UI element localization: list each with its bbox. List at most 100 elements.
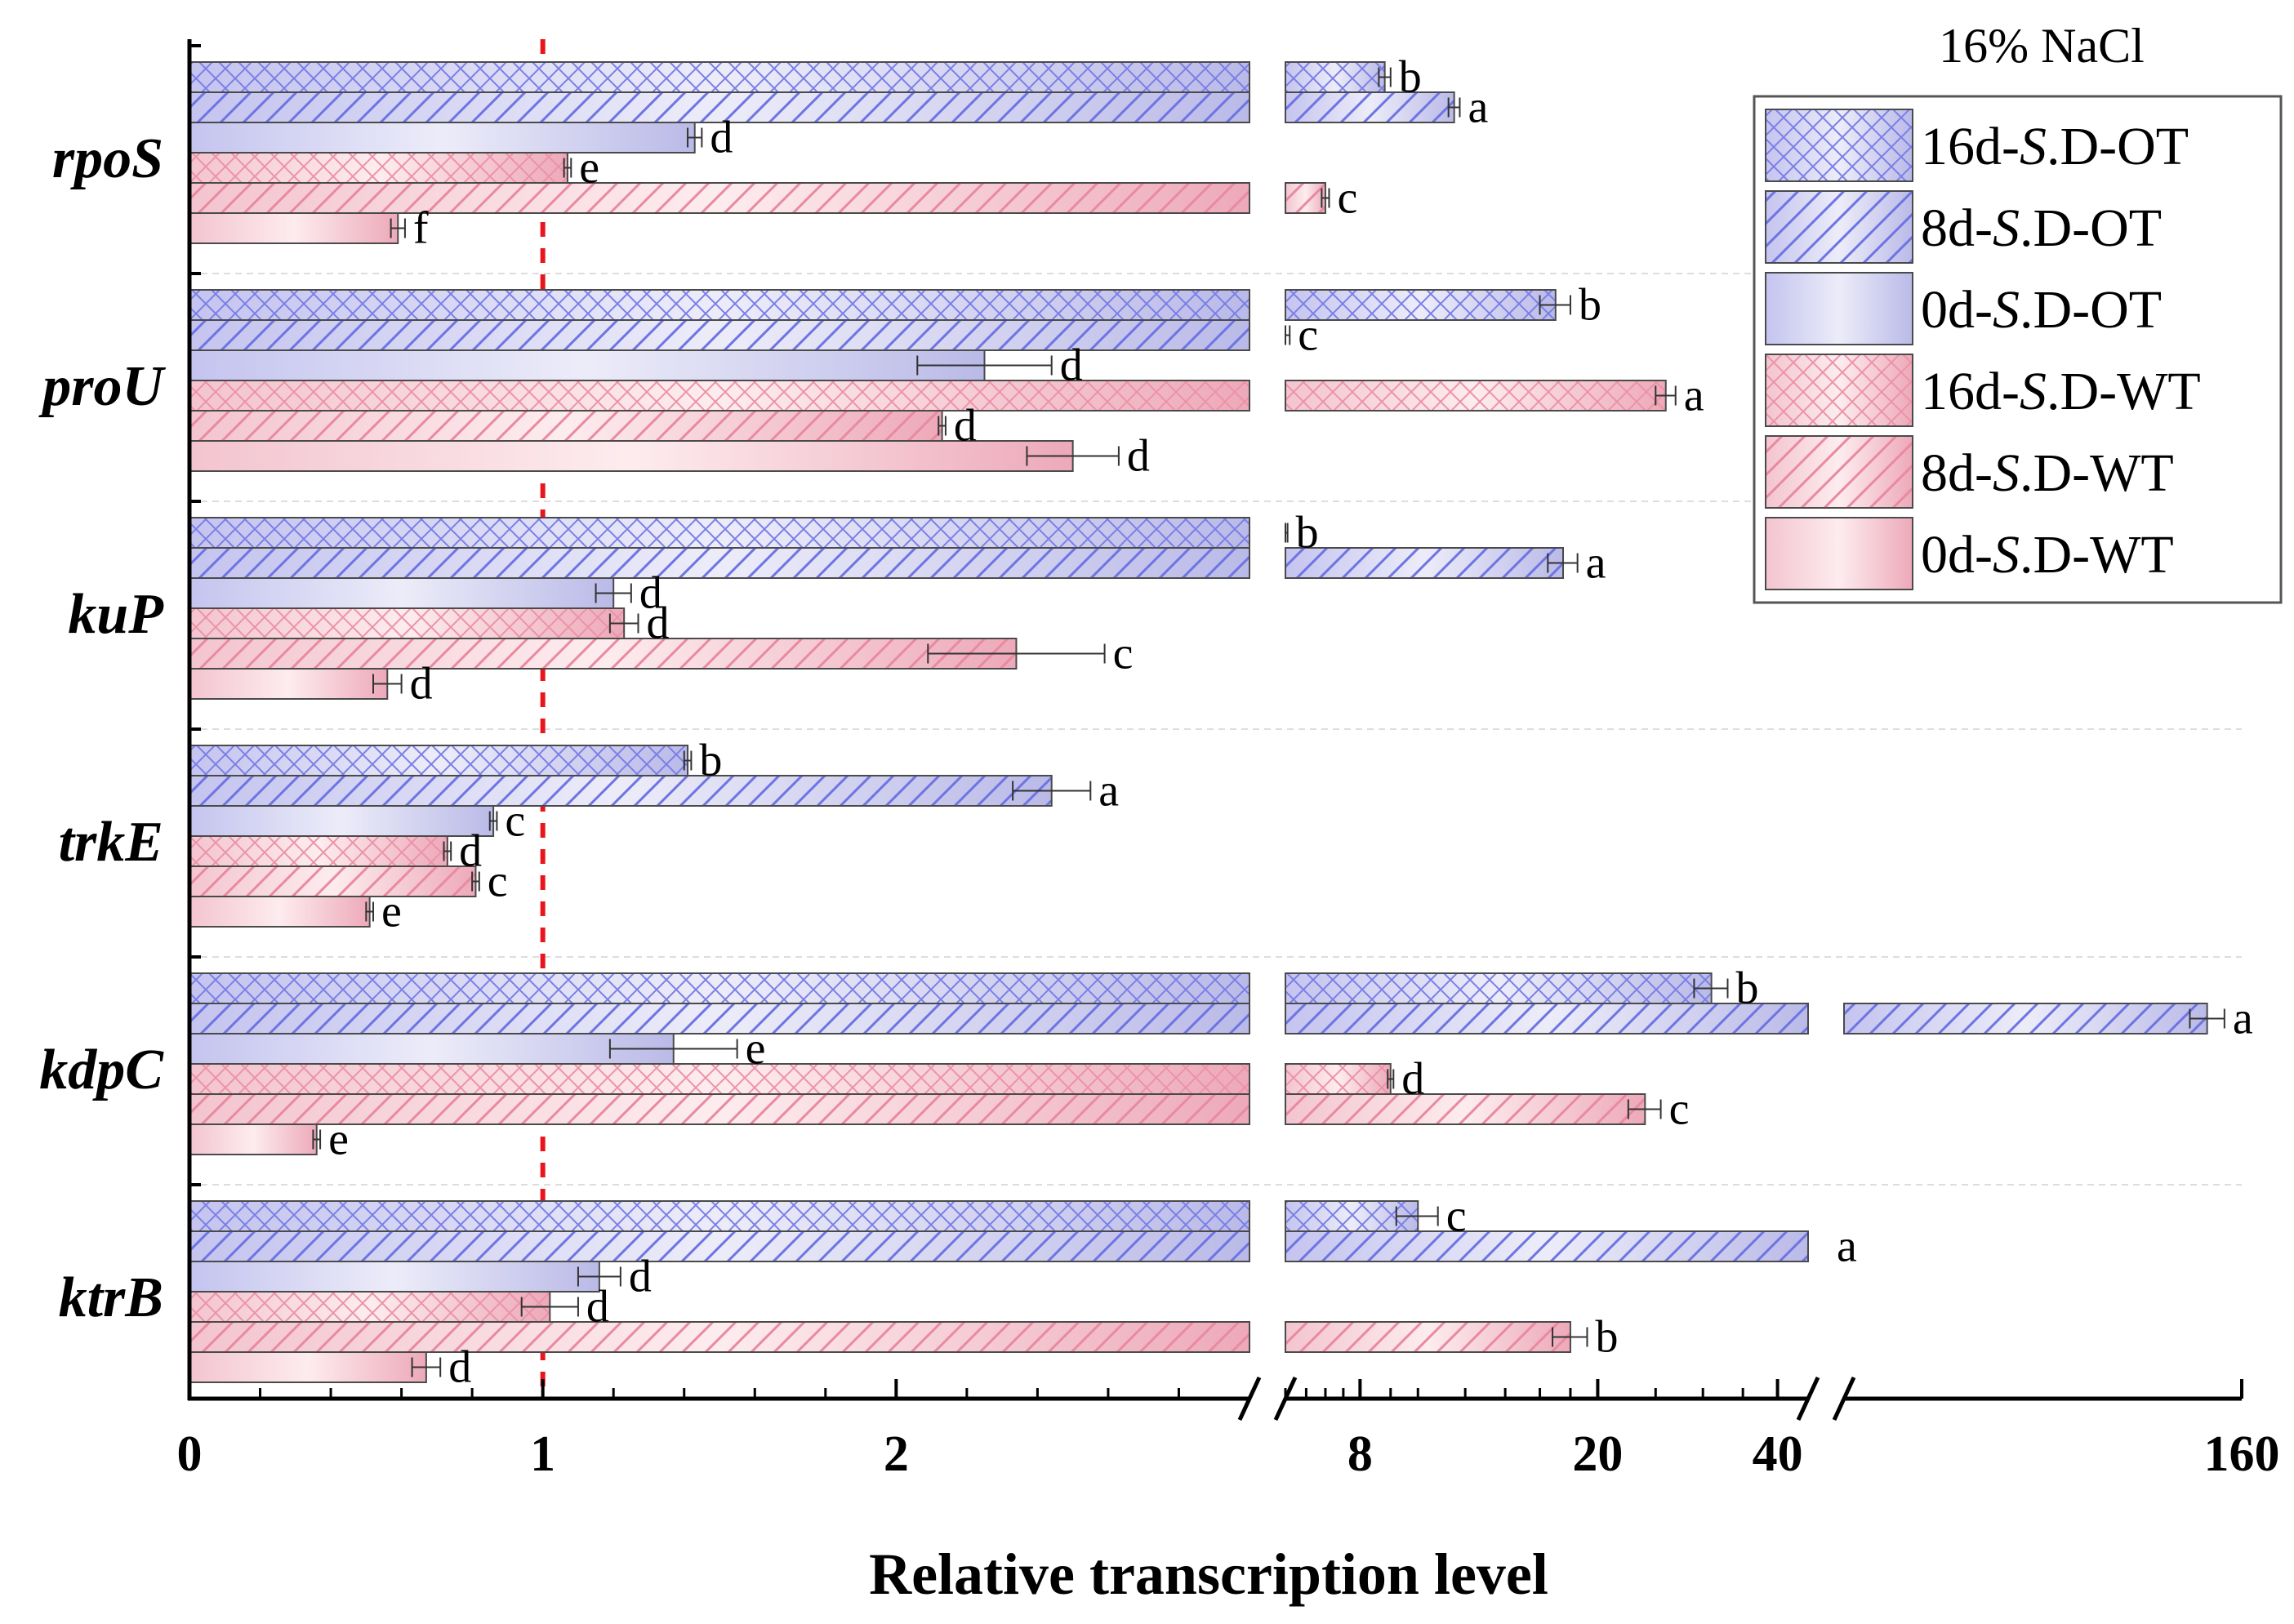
x-tick-label-8: 8: [1347, 1426, 1373, 1482]
bar-kdpC-8d-ot-seg2-hatch: [1285, 1003, 1808, 1034]
bar-trkE-0d-ot: [189, 806, 494, 836]
bar-kuP-8d-wt-hatch: [189, 638, 1017, 669]
significance-letter-kuP-8d-wt: c: [1113, 629, 1134, 679]
legend-swatch-16d-ot-hatch: [1766, 109, 1913, 181]
gene-label-ktrB: ktrB: [59, 1266, 163, 1329]
gene-label-kuP: kuP: [68, 583, 164, 646]
bar-kuP-8d-ot-seg1-hatch: [189, 548, 1249, 578]
significance-letter-kuP-0d-wt: d: [410, 659, 433, 710]
axis-break-mark: [1237, 1376, 1262, 1422]
significance-letter-proU-8d-wt: d: [954, 401, 977, 452]
legend-label-italic: S: [1993, 443, 2020, 503]
legend-label-16d-wt: 16d-S.D-WT: [1921, 362, 2201, 421]
gene-label-proU: proU: [38, 355, 166, 418]
significance-letter-proU-16d-wt: a: [1684, 371, 1704, 421]
bar-rpoS-16d-ot-seg2-hatch: [1285, 62, 1385, 92]
bar-kdpC-0d-wt: [189, 1124, 317, 1155]
bar-ktrB-16d-wt-hatch: [189, 1292, 550, 1322]
significance-letter-trkE-0d-wt: e: [381, 887, 402, 937]
x-tick-label-40: 40: [1753, 1426, 1803, 1482]
axis-break-mark: [1832, 1376, 1856, 1422]
legend-label-prefix: 0d-: [1921, 525, 1993, 585]
legend-label-16d-ot: 16d-S.D-OT: [1921, 117, 2189, 176]
legend-swatch-8d-wt-hatch: [1766, 436, 1913, 508]
legend-swatch-16d-wt-hatch: [1766, 354, 1913, 426]
significance-letter-kdpC-0d-ot: e: [746, 1024, 766, 1075]
significance-letter-kdpC-16d-wt: d: [1401, 1054, 1424, 1105]
bar-kdpC-16d-ot-seg2-hatch: [1285, 973, 1712, 1003]
significance-letter-trkE-8d-ot: a: [1098, 766, 1119, 816]
bar-rpoS-8d-ot-seg1-hatch: [189, 92, 1249, 122]
bar-kdpC-8d-wt-seg1-hatch: [189, 1094, 1249, 1124]
gene-label-rpoS: rpoS: [52, 127, 163, 190]
significance-letter-proU-0d-wt: d: [1127, 431, 1150, 482]
legend-swatch-16d-ot-outline: [1765, 109, 1913, 182]
legend-swatch-0d-wt: [1766, 518, 1913, 590]
significance-letter-ktrB-16d-wt: d: [586, 1282, 609, 1333]
legend-label-italic: S: [2020, 117, 2047, 176]
significance-letter-rpoS-16d-ot: b: [1399, 52, 1422, 103]
bar-ktrB-0d-ot: [189, 1261, 599, 1292]
legend-label-0d-ot: 0d-S.D-OT: [1921, 280, 2162, 340]
bar-kuP-8d-ot-seg2-hatch: [1285, 548, 1564, 578]
bar-kdpC-16d-ot-seg1-hatch: [189, 973, 1249, 1003]
significance-letter-kuP-8d-ot: a: [1586, 538, 1606, 589]
legend-swatch-0d-wt-outline: [1765, 517, 1913, 590]
legend-label-prefix: 8d-: [1921, 198, 1993, 258]
legend-label-italic: S: [1993, 198, 2020, 258]
x-tick-label-1: 1: [530, 1426, 555, 1482]
significance-letter-rpoS-0d-wt: f: [413, 203, 429, 254]
labels-layer: rpoSbadecfproUbcdaddkuPbaddcdtrkEbacdcek…: [38, 52, 2253, 1393]
bar-kuP-16d-ot-seg1-hatch: [189, 518, 1249, 548]
bar-rpoS-8d-wt-seg2-hatch: [1285, 183, 1325, 213]
legend-label-prefix: 16d-: [1921, 362, 2020, 421]
bar-ktrB-8d-ot-seg2-outline: [1285, 1230, 1809, 1262]
bar-kuP-0d-ot: [189, 578, 614, 608]
legend-label-prefix: 0d-: [1921, 280, 1993, 340]
bar-ktrB-8d-wt-seg1-hatch: [189, 1322, 1249, 1352]
significance-letter-kdpC-16d-ot: b: [1735, 963, 1758, 1014]
bar-trkE-16d-wt-hatch: [189, 836, 448, 866]
bar-rpoS-16d-wt-hatch: [189, 153, 568, 183]
bar-proU-8d-wt-hatch: [189, 411, 942, 441]
bar-ktrB-8d-ot-seg2-hatch: [1285, 1231, 1808, 1261]
significance-letter-rpoS-16d-wt: e: [579, 143, 599, 194]
bar-kdpC-0d-ot: [189, 1034, 674, 1064]
bar-kuP-16d-wt-hatch: [189, 608, 625, 638]
bar-rpoS-8d-ot-seg2-hatch: [1285, 92, 1454, 122]
significance-letter-kuP-16d-ot: b: [1296, 508, 1319, 558]
x-axis-title: Relative transcription level: [869, 1542, 1548, 1607]
legend-swatch-8d-ot-outline: [1765, 190, 1913, 264]
bar-ktrB-8d-wt-seg2-hatch: [1285, 1322, 1570, 1352]
bar-ktrB-0d-wt: [189, 1352, 426, 1382]
significance-letter-ktrB-8d-wt: b: [1595, 1312, 1618, 1363]
legend-label-prefix: 16d-: [1921, 117, 2020, 176]
bar-ktrB-8d-ot-seg1-hatch: [189, 1231, 1249, 1261]
legend-label-suffix: .D-OT: [2020, 280, 2162, 340]
bar-kdpC-8d-wt-seg2-hatch: [1285, 1094, 1646, 1124]
bar-proU-8d-ot-seg1-hatch: [189, 320, 1249, 350]
x-tick-label-160: 160: [2204, 1426, 2280, 1482]
bar-kdpC-16d-wt-seg1-hatch: [189, 1064, 1249, 1094]
significance-letter-proU-8d-ot: c: [1298, 310, 1318, 361]
axis-break-mark: [1796, 1376, 1820, 1422]
significance-letter-trkE-16d-ot: b: [699, 736, 722, 786]
legend: 16% NaCl16d-S.D-OT8d-S.D-OT0d-S.D-OT16d-…: [1753, 19, 2283, 604]
legend-swatch-16d-wt-outline: [1765, 354, 1913, 427]
legend-swatch-8d-wt-outline: [1765, 435, 1913, 509]
bar-proU-16d-ot-seg2-hatch: [1285, 290, 1556, 320]
gene-label-kdpC: kdpC: [39, 1039, 164, 1101]
legend-label-suffix: .D-OT: [2047, 117, 2189, 176]
bar-rpoS-16d-ot-seg1-hatch: [189, 62, 1249, 92]
significance-letter-kuP-0d-ot: d: [639, 568, 662, 619]
legend-title: 16% NaCl: [1939, 19, 2145, 73]
bar-ktrB-16d-ot-seg1-hatch: [189, 1201, 1249, 1231]
legend-label-suffix: .D-WT: [2020, 443, 2174, 503]
bar-kdpC-16d-wt-seg2-hatch: [1285, 1064, 1391, 1094]
x-tick-label-2: 2: [884, 1426, 909, 1482]
significance-letter-ktrB-16d-ot: c: [1446, 1191, 1467, 1242]
bar-kdpC-8d-ot-seg1-hatch: [189, 1003, 1249, 1034]
bar-trkE-0d-wt: [189, 897, 370, 927]
bar-trkE-8d-wt-hatch: [189, 866, 476, 897]
